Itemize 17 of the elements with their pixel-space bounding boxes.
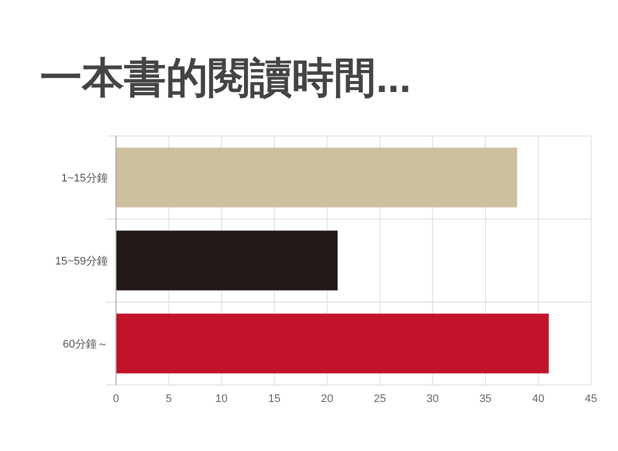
x-tick-label: 35 xyxy=(479,393,492,405)
x-tick-label: 20 xyxy=(320,393,334,405)
y-tick-label: 15~59分鐘 xyxy=(55,256,108,268)
bar xyxy=(116,230,338,290)
chart-title: 一本書的閱讀時間... xyxy=(40,54,412,101)
x-tick-label: 45 xyxy=(584,393,598,405)
x-tick-label: 0 xyxy=(112,393,120,405)
x-tick-label: 10 xyxy=(215,393,228,405)
y-tick-label: 1~15分鐘 xyxy=(61,172,108,184)
x-tick-label: 30 xyxy=(426,393,439,405)
x-tick-label: 15 xyxy=(268,393,280,405)
bar xyxy=(116,314,549,374)
x-tick-label: 40 xyxy=(532,393,544,405)
x-tick-label: 25 xyxy=(374,393,386,405)
bar xyxy=(116,148,518,208)
x-tick-label: 5 xyxy=(166,393,172,405)
y-tick-label: 60分鐘～ xyxy=(62,338,108,350)
